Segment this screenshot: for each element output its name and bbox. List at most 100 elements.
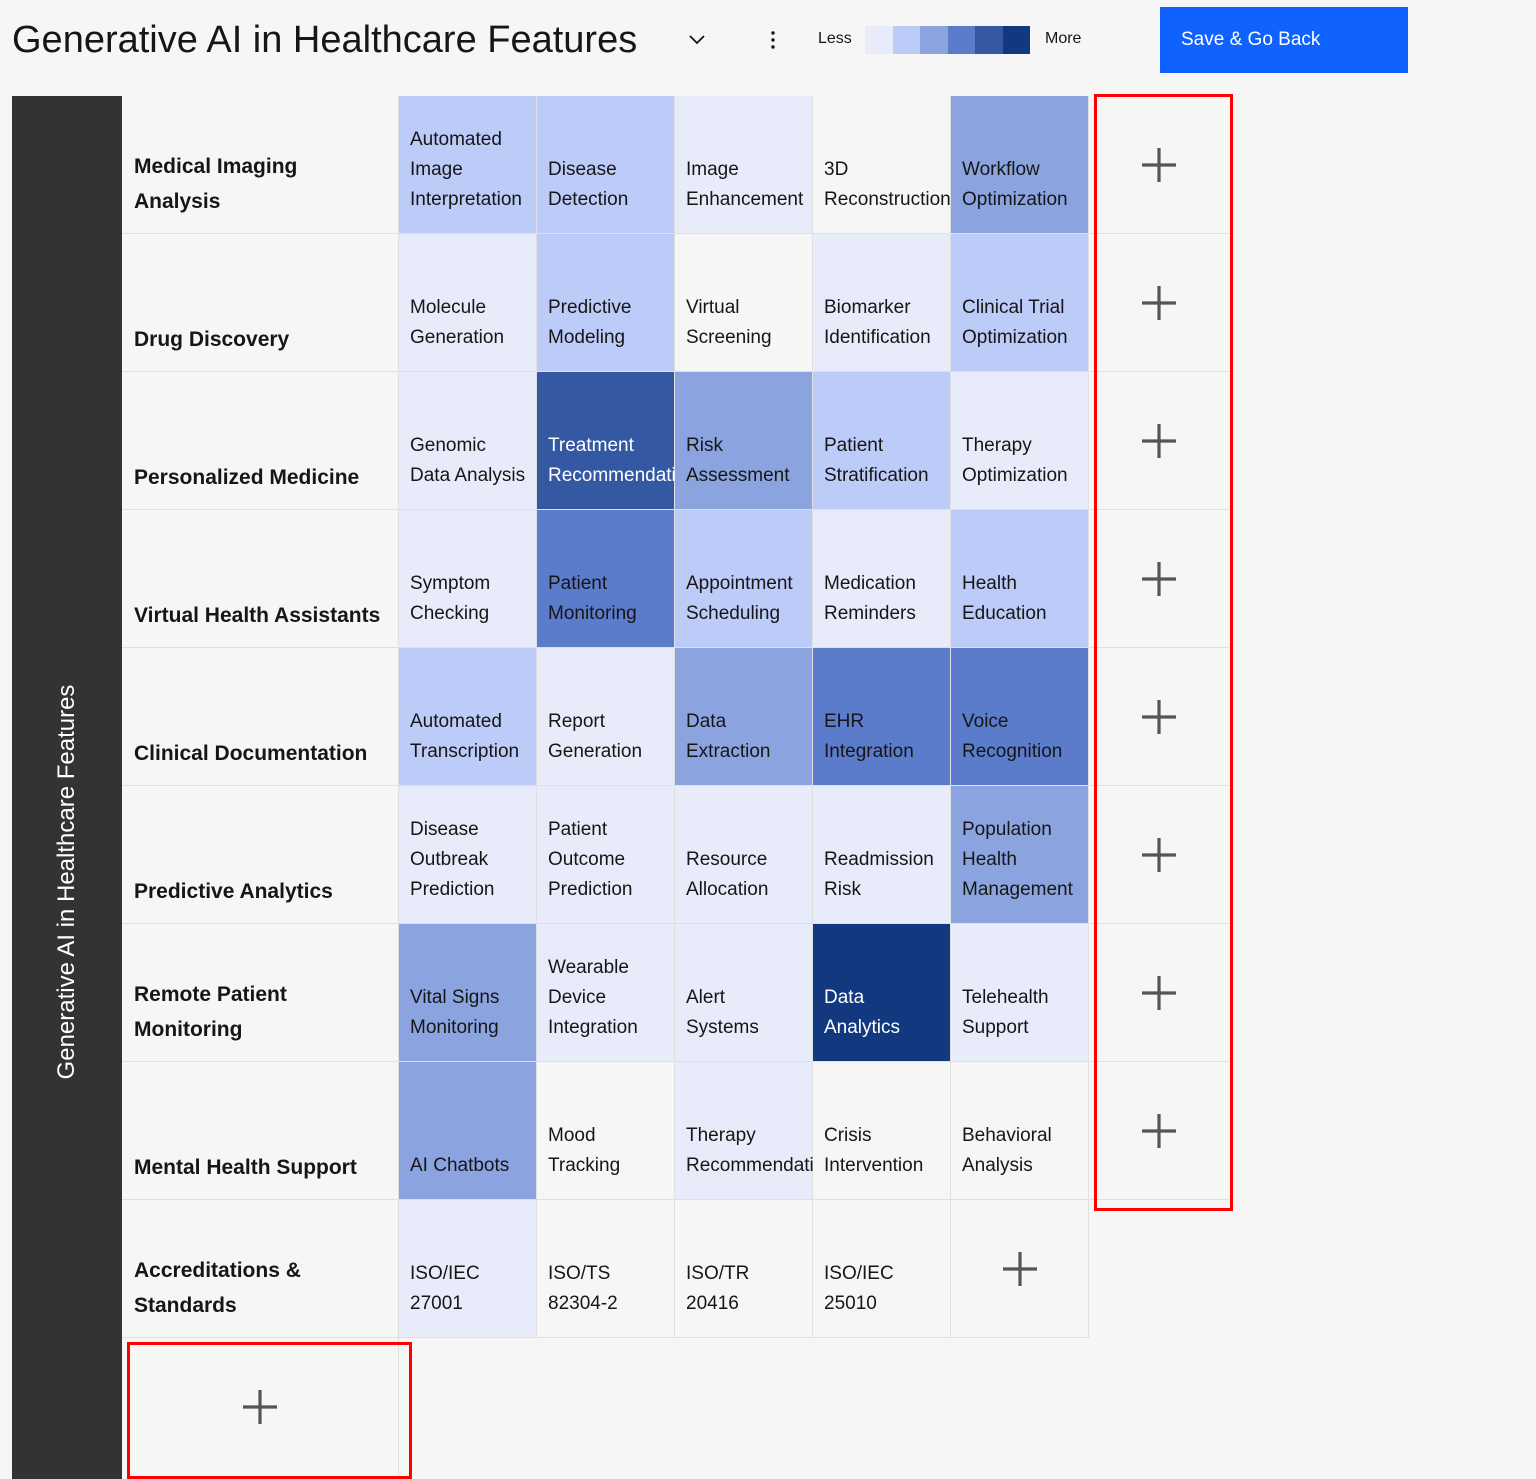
- feature-cell[interactable]: 3D Reconstruction: [813, 96, 951, 234]
- feature-cell[interactable]: Disease Detection: [537, 96, 675, 234]
- save-and-go-back-button[interactable]: Save & Go Back: [1160, 7, 1408, 73]
- feature-cell[interactable]: Treatment Recommendation: [537, 372, 697, 510]
- feature-cell[interactable]: ISO/IEC 27001: [399, 1200, 537, 1338]
- feature-cell[interactable]: Workflow Optimization: [951, 96, 1089, 234]
- feature-cell[interactable]: Biomarker Identification: [813, 234, 951, 372]
- feature-name: Behavioral Analysis: [962, 1125, 1052, 1176]
- feature-cell[interactable]: Crisis Intervention: [813, 1062, 951, 1200]
- feature-name: Workflow Optimization: [962, 159, 1068, 210]
- feature-cell[interactable]: Population Health Management: [951, 786, 1089, 924]
- legend-less-label: Less: [818, 30, 852, 47]
- feature-cell[interactable]: Therapy Optimization: [951, 372, 1089, 510]
- feature-cell[interactable]: Data Analytics: [813, 924, 951, 1062]
- legend-swatch-4: [947, 26, 975, 54]
- add-feature-button[interactable]: [1089, 96, 1229, 234]
- category-label-text: Mental Health Support: [134, 1156, 357, 1179]
- feature-cell[interactable]: EHR Integration: [813, 648, 951, 786]
- feature-name: Symptom Checking: [410, 573, 491, 624]
- feature-name: Health Education: [962, 573, 1047, 624]
- feature-name: Crisis Intervention: [824, 1125, 924, 1176]
- feature-cell[interactable]: ISO/TS 82304-2: [537, 1200, 675, 1338]
- feature-cell[interactable]: Mood Tracking: [537, 1062, 675, 1200]
- feature-name: ISO/IEC 25010: [824, 1263, 894, 1314]
- add-feature-button[interactable]: [1089, 648, 1229, 786]
- category-label[interactable]: Predictive Analytics: [122, 786, 399, 924]
- feature-cell[interactable]: Readmission Risk: [813, 786, 951, 924]
- sidebar-label: Generative AI in Healthcare Features: [53, 684, 80, 1080]
- feature-cell[interactable]: Behavioral Analysis: [951, 1062, 1089, 1200]
- feature-cell[interactable]: Virtual Screening: [675, 234, 813, 372]
- feature-name: Patient Monitoring: [548, 573, 637, 624]
- add-feature-button[interactable]: [1089, 234, 1229, 372]
- feature-cell[interactable]: Patient Outcome Prediction: [537, 786, 675, 924]
- plus-icon: [1140, 146, 1178, 184]
- feature-cell[interactable]: Risk Assessment: [675, 372, 813, 510]
- feature-cell[interactable]: AI Chatbots: [399, 1062, 537, 1200]
- feature-cell[interactable]: Medication Reminders: [813, 510, 951, 648]
- category-label[interactable]: Virtual Health Assistants: [122, 510, 399, 648]
- category-label[interactable]: Clinical Documentation: [122, 648, 399, 786]
- feature-name: Resource Allocation: [686, 849, 769, 900]
- feature-name: Disease Outbreak Prediction: [410, 819, 495, 900]
- feature-name: Vital Signs Monitoring: [410, 987, 500, 1038]
- feature-cell[interactable]: Predictive Modeling: [537, 234, 675, 372]
- category-label[interactable]: Mental Health Support: [122, 1062, 399, 1200]
- feature-cell[interactable]: Molecule Generation: [399, 234, 537, 372]
- add-feature-button[interactable]: [1089, 786, 1229, 924]
- feature-cell[interactable]: Appointment Scheduling: [675, 510, 813, 648]
- feature-cell[interactable]: Patient Stratification: [813, 372, 951, 510]
- feature-cell[interactable]: Automated Image Interpretation: [399, 96, 537, 234]
- category-label[interactable]: Accreditations & Standards: [122, 1200, 399, 1338]
- feature-cell[interactable]: Report Generation: [537, 648, 675, 786]
- feature-name: Data Extraction: [686, 711, 771, 762]
- category-label-text: Drug Discovery: [134, 328, 290, 351]
- plus-icon: [1140, 284, 1178, 322]
- add-feature-button[interactable]: [1089, 372, 1229, 510]
- feature-name: Therapy Recommendations: [686, 1125, 845, 1176]
- category-label[interactable]: Medical Imaging Analysis: [122, 96, 399, 234]
- feature-cell[interactable]: ISO/IEC 25010: [813, 1200, 951, 1338]
- feature-cell[interactable]: Wearable Device Integration: [537, 924, 675, 1062]
- feature-cell[interactable]: Symptom Checking: [399, 510, 537, 648]
- feature-cell[interactable]: Telehealth Support: [951, 924, 1089, 1062]
- add-feature-button[interactable]: [1089, 924, 1229, 1062]
- feature-cell[interactable]: Clinical Trial Optimization: [951, 234, 1089, 372]
- add-feature-button[interactable]: [951, 1200, 1089, 1338]
- category-label-text: Medical Imaging Analysis: [134, 155, 298, 213]
- feature-cell[interactable]: ISO/TR 20416: [675, 1200, 813, 1338]
- category-label[interactable]: Personalized Medicine: [122, 372, 399, 510]
- feature-name: Risk Assessment: [686, 435, 790, 486]
- overflow-menu-icon[interactable]: [762, 28, 784, 52]
- category-label[interactable]: Remote Patient Monitoring: [122, 924, 399, 1062]
- heat-legend: [865, 26, 1030, 54]
- feature-cell[interactable]: Resource Allocation: [675, 786, 813, 924]
- add-feature-button[interactable]: [1089, 510, 1229, 648]
- plus-icon: [1140, 560, 1178, 598]
- add-feature-button[interactable]: [1089, 1062, 1229, 1200]
- legend-swatch-1: [865, 26, 893, 54]
- feature-cell[interactable]: Health Education: [951, 510, 1089, 648]
- feature-cell[interactable]: Voice Recognition: [951, 648, 1089, 786]
- legend-swatch-2: [892, 26, 920, 54]
- feature-cell[interactable]: Patient Monitoring: [537, 510, 675, 648]
- feature-cell[interactable]: Data Extraction: [675, 648, 813, 786]
- feature-cell[interactable]: Genomic Data Analysis: [399, 372, 537, 510]
- add-category-button[interactable]: [122, 1338, 399, 1476]
- feature-name: Biomarker Identification: [824, 297, 931, 348]
- chevron-down-icon[interactable]: [686, 28, 708, 50]
- feature-cell[interactable]: Alert Systems: [675, 924, 813, 1062]
- feature-cell[interactable]: Therapy Recommendations: [675, 1062, 844, 1200]
- plus-icon: [241, 1388, 279, 1426]
- feature-name: ISO/IEC 27001: [410, 1263, 480, 1314]
- plus-icon: [1140, 836, 1178, 874]
- category-label-text: Remote Patient Monitoring: [134, 983, 287, 1041]
- feature-name: Automated Image Interpretation: [410, 129, 522, 210]
- sidebar-category-band: Generative AI in Healthcare Features: [12, 96, 122, 1479]
- feature-cell[interactable]: Disease Outbreak Prediction: [399, 786, 537, 924]
- feature-cell[interactable]: Image Enhancement: [675, 96, 813, 234]
- feature-cell[interactable]: Automated Transcription: [399, 648, 537, 786]
- feature-cell[interactable]: Vital Signs Monitoring: [399, 924, 537, 1062]
- category-label[interactable]: Drug Discovery: [122, 234, 399, 372]
- plus-icon: [1140, 422, 1178, 460]
- feature-name: ISO/TR 20416: [686, 1263, 750, 1314]
